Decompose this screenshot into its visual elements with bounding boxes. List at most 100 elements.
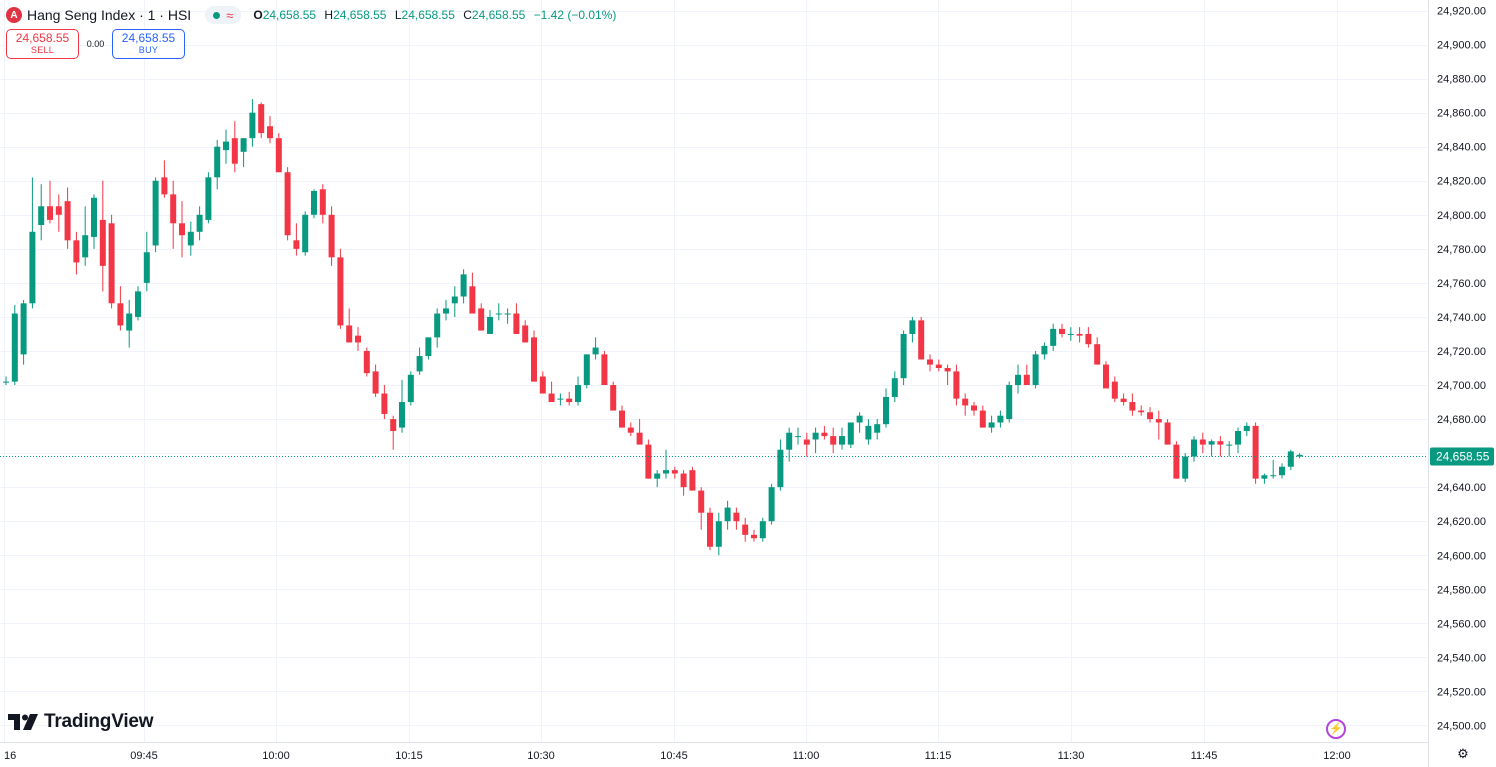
price-tick-label: 24,900.00 (1437, 40, 1486, 52)
candle (29, 177, 36, 309)
candle-body (1094, 344, 1101, 365)
candle (11, 305, 18, 386)
candle-body (935, 364, 942, 368)
candle-body (240, 138, 247, 152)
candle-body (478, 308, 485, 331)
time-tick-label: 10:00 (262, 750, 290, 762)
gear-icon[interactable]: ⚙ (1457, 746, 1469, 761)
candle-body (91, 197, 97, 237)
tradingview-logo[interactable]: TradingView (8, 711, 154, 733)
candle (363, 347, 370, 377)
candle (671, 466, 678, 479)
low-label: L (394, 8, 402, 22)
close-value: 24,658.55 (471, 8, 526, 22)
candle (407, 371, 414, 406)
candle-body (1182, 456, 1189, 479)
tradingview-mark-icon (8, 714, 38, 730)
candle-body (583, 354, 590, 386)
candle-body (99, 219, 106, 266)
candle-body (1032, 354, 1039, 386)
candle (786, 427, 793, 462)
data-delay-icon: ≈ (226, 7, 234, 23)
candle-body (812, 432, 819, 440)
candle (856, 412, 863, 433)
candle-body (627, 427, 634, 433)
candle-body (1226, 444, 1233, 446)
market-status[interactable]: ≈ (205, 6, 242, 24)
symbol-logo-icon: A (6, 7, 22, 23)
sell-button[interactable]: 24,658.55 SELL (6, 29, 79, 59)
candle-body (284, 172, 291, 236)
candle-body (856, 415, 863, 423)
candle-body (1287, 451, 1294, 467)
candle (971, 402, 977, 416)
candle-body (1261, 475, 1268, 479)
time-tick-label: 11:45 (1191, 750, 1218, 762)
candle-body (460, 274, 467, 297)
candle-body (566, 398, 573, 403)
candle-body (654, 473, 661, 479)
candle (240, 138, 247, 168)
candle-body (759, 521, 766, 539)
candle (566, 391, 573, 406)
time-tick-label: 16 (4, 750, 16, 762)
candle-body (1129, 402, 1136, 411)
candle-body (161, 177, 168, 195)
candle (698, 487, 705, 530)
candle (328, 206, 335, 266)
candle-body (11, 313, 18, 382)
candle-body (988, 422, 995, 428)
candle-body (231, 138, 238, 164)
candle (883, 388, 889, 428)
candle-body (152, 180, 159, 246)
candle (399, 379, 405, 433)
candle-body (909, 320, 916, 334)
price-tick-label: 24,640.00 (1437, 482, 1486, 494)
candle (258, 102, 265, 139)
candle-body (311, 190, 317, 215)
candle-body (495, 313, 502, 315)
candle-body (698, 490, 705, 513)
candle-body (680, 473, 687, 488)
candle-body (214, 146, 221, 178)
candle-body (671, 470, 678, 474)
candle-body (1217, 441, 1224, 445)
candle (495, 303, 502, 321)
candle-body (883, 396, 889, 425)
candle-body (900, 333, 907, 379)
candle (759, 517, 766, 542)
candle-body (1147, 412, 1153, 420)
candle (979, 405, 986, 428)
candle (346, 308, 353, 343)
candle-body (267, 126, 273, 139)
candle-body (689, 470, 696, 491)
candle (416, 347, 423, 375)
candle-body (20, 303, 27, 355)
symbol-title[interactable]: Hang Seng Index · 1 · HSI (27, 7, 192, 23)
candle-body (1006, 385, 1013, 420)
candle-body (179, 223, 185, 236)
close-label: C (463, 8, 472, 22)
candle (187, 221, 194, 256)
candle (302, 211, 309, 256)
candle (742, 517, 749, 542)
low-value: 24,658.55 (401, 8, 455, 22)
candle (645, 439, 652, 479)
candle (795, 427, 801, 445)
candle (1155, 410, 1162, 440)
buy-button[interactable]: 24,658.55 BUY (112, 29, 185, 59)
market-open-dot-icon (213, 11, 221, 19)
candle (478, 303, 485, 331)
candle (1173, 441, 1180, 479)
candle-body (636, 432, 643, 445)
time-tick-label: 09:45 (130, 750, 158, 762)
candle-body (3, 381, 9, 383)
candle-body (1103, 364, 1109, 389)
open-label: O (253, 8, 263, 22)
candle (126, 299, 133, 348)
candle-body (29, 231, 36, 304)
candle-body (645, 444, 652, 479)
lightning-icon[interactable]: ⚡ (1326, 719, 1346, 739)
candle (38, 184, 45, 241)
